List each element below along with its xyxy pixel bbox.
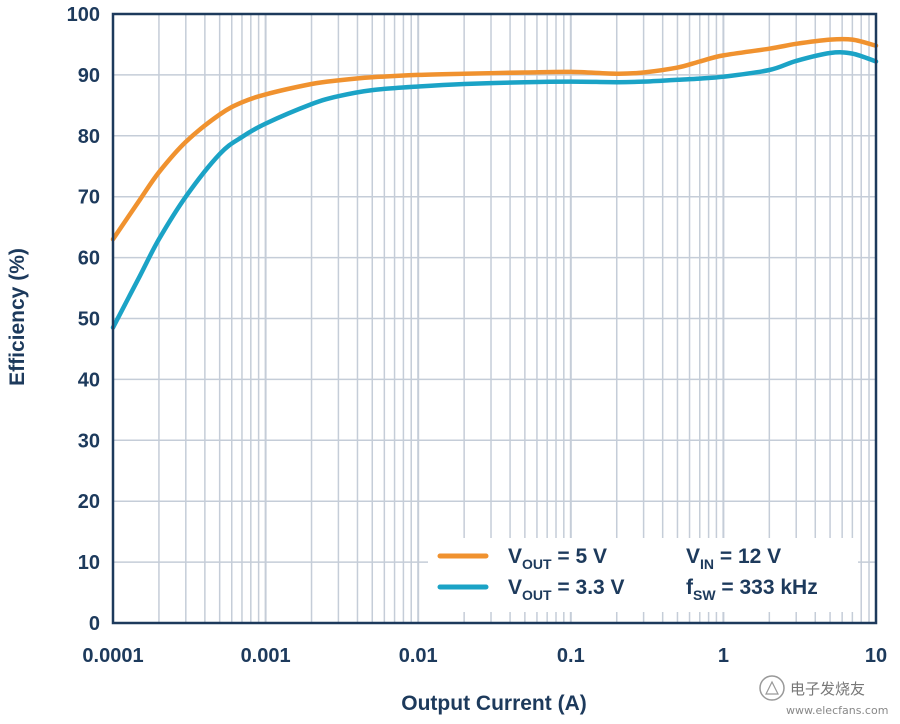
legend-entry-label: VOUT = 3.3 V <box>508 576 625 603</box>
plot-frame <box>111 12 878 625</box>
watermark: 电子发烧友 www.elecfans.com <box>759 675 888 717</box>
y-tick-label: 0 <box>89 613 100 635</box>
x-tick-label: 1 <box>718 645 729 667</box>
legend: VOUT = 5 V VOUT = 3.3 V VIN = 12 V fSW = 33… <box>428 538 858 612</box>
x-tick-label: 0.1 <box>557 645 585 667</box>
x-tick-label: 0.001 <box>241 645 291 667</box>
watermark-url: www.elecfans.com <box>786 704 888 717</box>
legend-entry-label: VOUT = 5 V <box>508 545 607 572</box>
y-tick-label: 30 <box>78 430 100 452</box>
series-line-vout-5v <box>110 36 879 242</box>
y-tick-label: 70 <box>78 187 100 209</box>
legend-note: VIN = 12 V <box>686 545 781 572</box>
watermark-logo-icon <box>759 675 785 701</box>
series-lines <box>110 36 879 330</box>
legend-note: fSW = 333 kHz <box>686 576 818 603</box>
series-line-vout-3v3 <box>110 50 879 330</box>
x-tick-label: 0.01 <box>399 645 438 667</box>
x-axis-title: Output Current (A) <box>401 692 586 715</box>
y-tick-label: 60 <box>78 248 100 270</box>
x-tick-label: 0.0001 <box>82 645 143 667</box>
y-tick-label: 100 <box>67 4 100 26</box>
y-tick-label: 20 <box>78 491 100 513</box>
y-tick-label: 80 <box>78 126 100 148</box>
y-tick-label: 90 <box>78 65 100 87</box>
watermark-text-cn: 电子发烧友 <box>790 680 865 698</box>
y-axis-title: Efficiency (%) <box>6 248 29 386</box>
y-tick-labels: 0 10 20 30 40 50 60 70 80 90 100 <box>67 4 100 635</box>
grid <box>112 13 877 624</box>
y-tick-label: 50 <box>78 309 100 331</box>
x-tick-label: 10 <box>865 645 887 667</box>
x-tick-labels: 0.0001 0.001 0.01 0.1 1 10 <box>82 645 887 667</box>
y-tick-label: 40 <box>78 369 100 391</box>
legend-box <box>428 538 858 612</box>
y-tick-label: 10 <box>78 552 100 574</box>
